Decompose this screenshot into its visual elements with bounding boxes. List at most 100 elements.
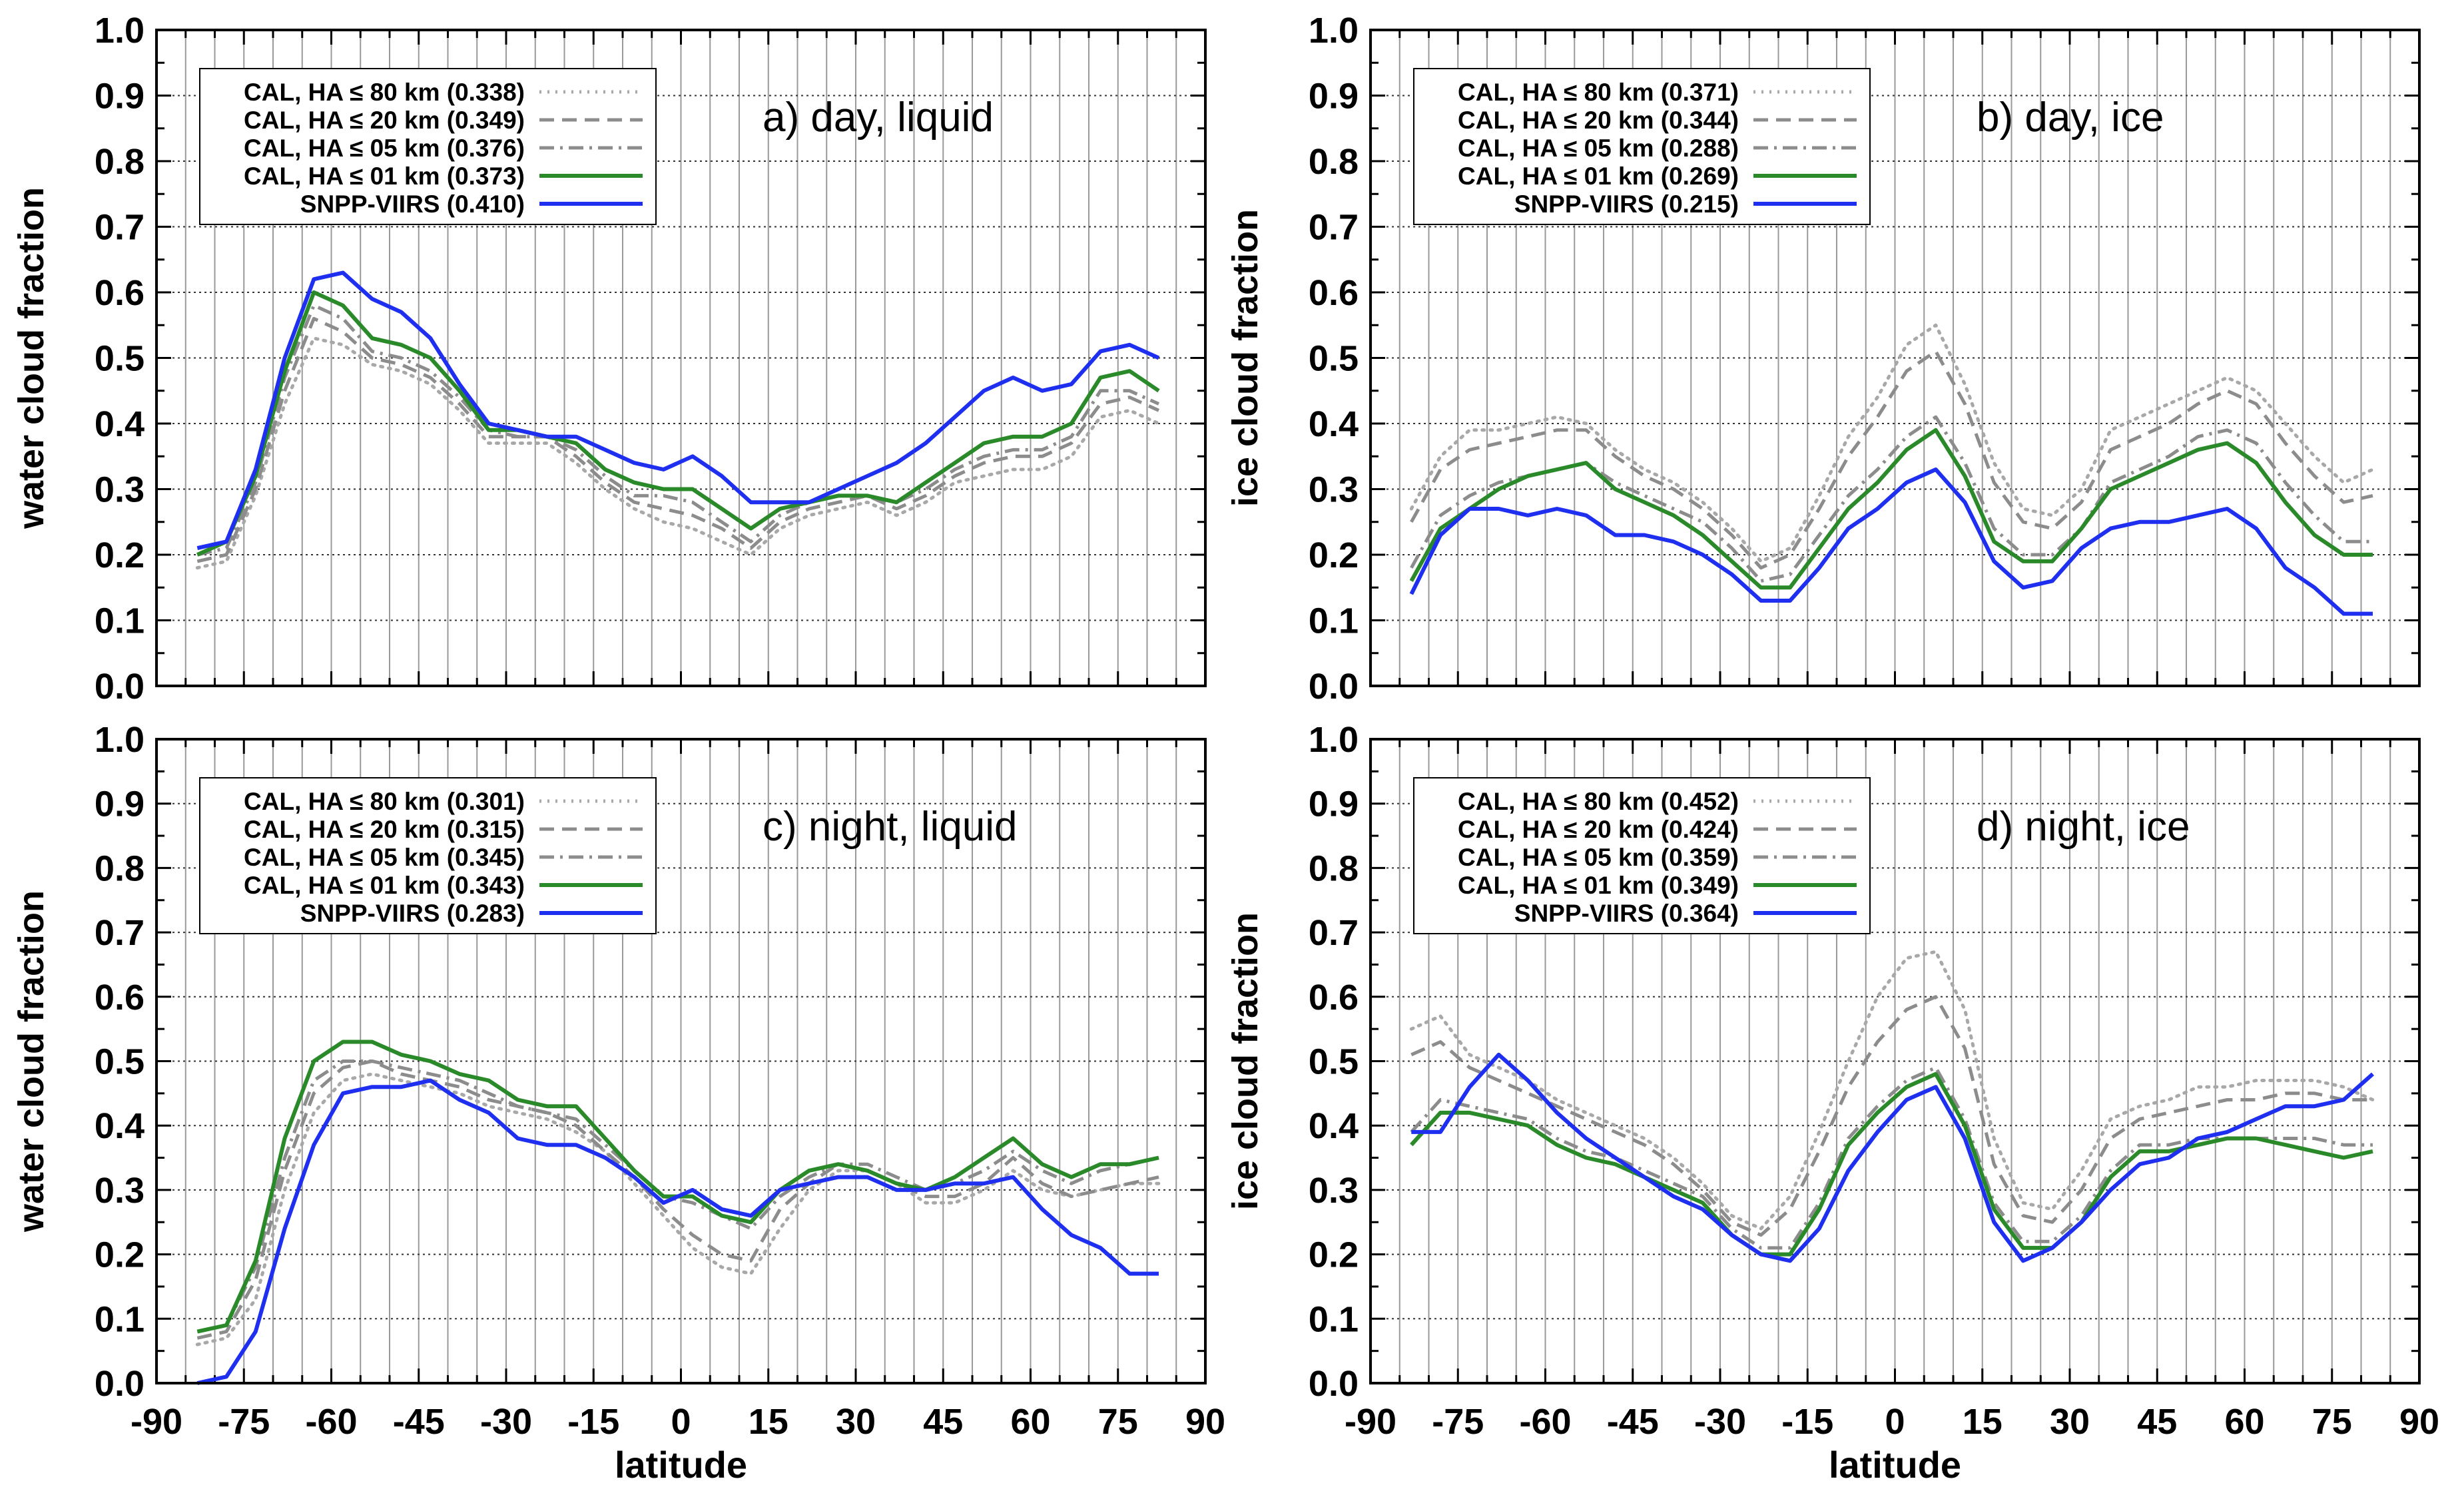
series-line-2 — [196, 304, 1160, 557]
y-axis-label: ice cloud fraction — [1225, 209, 1265, 507]
legend-label: CAL, HA ≤ 05 km (0.345) — [244, 844, 525, 871]
legend-label: CAL, HA ≤ 05 km (0.359) — [1458, 844, 1739, 871]
x-tick-label: 75 — [2312, 1402, 2352, 1442]
y-tick-label: 0.9 — [1309, 784, 1359, 824]
x-tick-label: -75 — [1432, 1402, 1484, 1442]
legend-label: CAL, HA ≤ 80 km (0.371) — [1458, 79, 1739, 106]
y-tick-label: 0.0 — [1309, 1364, 1359, 1404]
x-tick-label: -60 — [305, 1402, 357, 1442]
y-tick-label: 0.3 — [1309, 1171, 1359, 1211]
legend-label: CAL, HA ≤ 20 km (0.349) — [244, 107, 525, 134]
y-axis-label: water cloud fraction — [11, 890, 51, 1233]
legend-label: SNPP-VIIRS (0.283) — [300, 900, 525, 927]
series-line-4 — [196, 270, 1160, 551]
y-tick-label: 0.3 — [95, 470, 145, 510]
x-tick-label: 0 — [1885, 1402, 1905, 1442]
y-tick-label: 0.5 — [95, 1042, 145, 1082]
y-tick-label: 1.0 — [95, 720, 145, 760]
legend-label: CAL, HA ≤ 80 km (0.338) — [244, 79, 525, 106]
y-tick-label: 0.8 — [95, 848, 145, 888]
legend-label: CAL, HA ≤ 20 km (0.344) — [1458, 107, 1739, 134]
plot-frame — [1369, 738, 2421, 1384]
y-tick-label: 0.0 — [95, 1364, 145, 1404]
legend-label: CAL, HA ≤ 80 km (0.301) — [244, 788, 525, 815]
legend-label: CAL, HA ≤ 20 km (0.424) — [1458, 816, 1739, 843]
y-tick-label: 0.9 — [95, 784, 145, 824]
plot-frame — [155, 29, 1207, 687]
plot-frame — [1369, 29, 2421, 687]
legend-label: CAL, HA ≤ 05 km (0.288) — [1458, 135, 1739, 162]
y-tick-label: 0.0 — [95, 667, 145, 707]
x-tick-label: 30 — [836, 1402, 876, 1442]
y-tick-label: 1.0 — [95, 11, 145, 51]
legend-label: SNPP-VIIRS (0.215) — [1514, 190, 1739, 218]
series-line-2 — [1410, 1065, 2373, 1250]
x-tick-label: 30 — [2050, 1402, 2090, 1442]
series-line-1 — [196, 316, 1160, 563]
x-tick-label: 75 — [1098, 1402, 1138, 1442]
x-tick-label: -45 — [1607, 1402, 1659, 1442]
legend-label: CAL, HA ≤ 80 km (0.452) — [1458, 788, 1739, 815]
x-tick-label: 15 — [749, 1402, 788, 1442]
x-tick-label: -30 — [1694, 1402, 1746, 1442]
x-tick-label: 0 — [671, 1402, 691, 1442]
panel-title: d) night, ice — [1977, 804, 2190, 850]
x-tick-label: -90 — [131, 1402, 182, 1442]
series-line-0 — [195, 336, 1161, 570]
y-tick-label: 0.4 — [95, 404, 145, 444]
legend-label: SNPP-VIIRS (0.410) — [300, 190, 525, 218]
y-tick-label: 0.9 — [1309, 77, 1359, 117]
legend-label: CAL, HA ≤ 01 km (0.269) — [1458, 162, 1739, 190]
legend-label: CAL, HA ≤ 20 km (0.315) — [244, 816, 525, 843]
series-line-3 — [1409, 428, 2373, 590]
y-tick-label: 0.4 — [1309, 404, 1359, 444]
series-line-0 — [1409, 323, 2375, 563]
x-tick-label: 45 — [923, 1402, 963, 1442]
y-tick-label: 1.0 — [1309, 11, 1359, 51]
y-tick-label: 0.4 — [95, 1106, 145, 1146]
y-tick-label: 0.2 — [1309, 1235, 1359, 1275]
legend-label: SNPP-VIIRS (0.364) — [1514, 900, 1739, 927]
series-line-1 — [1410, 350, 2373, 570]
y-tick-label: 0.6 — [95, 273, 145, 313]
y-tick-label: 0.5 — [1309, 1042, 1359, 1082]
y-tick-label: 0.0 — [1309, 667, 1359, 707]
y-tick-label: 0.7 — [95, 208, 145, 248]
y-tick-label: 0.9 — [95, 77, 145, 117]
y-tick-label: 0.6 — [95, 978, 145, 1018]
series-line-4 — [1409, 467, 2373, 616]
series-line-1 — [1410, 995, 2373, 1237]
panel-title: b) day, ice — [1977, 95, 2164, 141]
chart-panel-1: 0.0 0.1 0.2 0.3 0.4 0.5 0.6 0.7 0.8 0.9 1.0 ice clo… — [1225, 11, 2421, 707]
y-tick-label: 0.2 — [95, 1235, 145, 1275]
x-tick-label: -15 — [567, 1402, 619, 1442]
y-tick-label: 0.7 — [95, 913, 145, 953]
series-line-4 — [1411, 1052, 2374, 1263]
panel-title: c) night, liquid — [763, 804, 1018, 850]
x-tick-label: -60 — [1519, 1402, 1571, 1442]
x-tick-label: 45 — [2137, 1402, 2177, 1442]
legend-label: CAL, HA ≤ 01 km (0.373) — [244, 162, 525, 190]
y-tick-label: 0.6 — [1309, 273, 1359, 313]
y-tick-label: 0.1 — [95, 1299, 145, 1339]
x-tick-label: 90 — [1185, 1402, 1225, 1442]
series-line-1 — [196, 1059, 1159, 1340]
x-axis-label: latitude — [615, 1444, 747, 1486]
y-tick-label: 0.2 — [95, 535, 145, 575]
series-line-0 — [195, 1072, 1161, 1347]
x-tick-label: -30 — [480, 1402, 532, 1442]
legend-label: CAL, HA ≤ 01 km (0.349) — [1458, 872, 1739, 899]
series-line-3 — [196, 1040, 1159, 1334]
series-line-2 — [1410, 415, 2373, 583]
y-tick-label: 1.0 — [1309, 720, 1359, 760]
y-tick-label: 0.3 — [95, 1171, 145, 1211]
legend-label: CAL, HA ≤ 05 km (0.376) — [244, 135, 525, 162]
y-tick-label: 0.2 — [1309, 535, 1359, 575]
y-tick-label: 0.6 — [1309, 978, 1359, 1018]
series-line-0 — [1409, 950, 2375, 1231]
plot-frame — [155, 738, 1207, 1384]
y-tick-label: 0.7 — [1309, 913, 1359, 953]
y-tick-label: 0.3 — [1309, 470, 1359, 510]
chart-panel-2: 0.00.10.20.30.40.50.60.70.80.91.0-90 -75-… — [11, 720, 1225, 1486]
